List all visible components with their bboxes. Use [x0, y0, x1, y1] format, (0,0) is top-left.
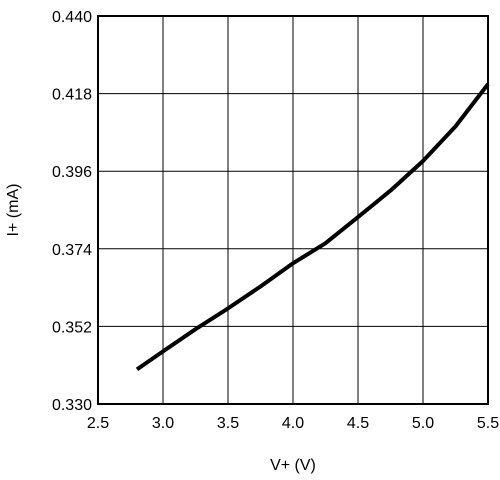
x-tick-label: 3.0 [152, 415, 174, 432]
x-tick-label: 5.5 [477, 415, 499, 432]
y-tick-label: 0.418 [52, 87, 92, 104]
x-tick-label: 2.5 [87, 415, 109, 432]
x-tick-label: 4.5 [347, 415, 369, 432]
y-tick-label: 0.374 [52, 242, 92, 259]
y-tick-label: 0.330 [52, 397, 92, 414]
y-tick-label: 0.396 [52, 164, 92, 181]
y-tick-label: 0.440 [52, 9, 92, 26]
x-axis-label: V+ (V) [270, 457, 316, 474]
x-tick-label: 5.0 [412, 415, 434, 432]
series-line [135, 82, 490, 372]
series-layer [135, 82, 490, 372]
y-axis-label: I+ (mA) [5, 184, 22, 237]
grid [98, 16, 488, 404]
x-tick-label: 4.0 [282, 415, 304, 432]
y-tick-label: 0.352 [52, 319, 92, 336]
plot-frame [97, 15, 489, 405]
x-tick-label: 3.5 [217, 415, 239, 432]
y-axis-tick-labels: 0.330 0.352 0.374 0.396 0.418 0.440 [52, 9, 92, 414]
x-axis-tick-labels: 2.5 3.0 3.5 4.0 4.5 5.0 5.5 [87, 415, 499, 432]
